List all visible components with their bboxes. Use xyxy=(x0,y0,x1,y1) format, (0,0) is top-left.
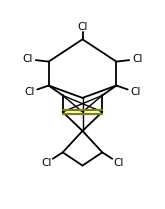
Text: Cl: Cl xyxy=(77,22,88,32)
Text: Cl: Cl xyxy=(114,158,124,168)
Text: Cl: Cl xyxy=(41,158,51,168)
Text: Cl: Cl xyxy=(130,87,140,97)
Text: Cl: Cl xyxy=(133,54,143,64)
Text: Cl: Cl xyxy=(22,54,32,64)
Text: Cl: Cl xyxy=(25,87,35,97)
